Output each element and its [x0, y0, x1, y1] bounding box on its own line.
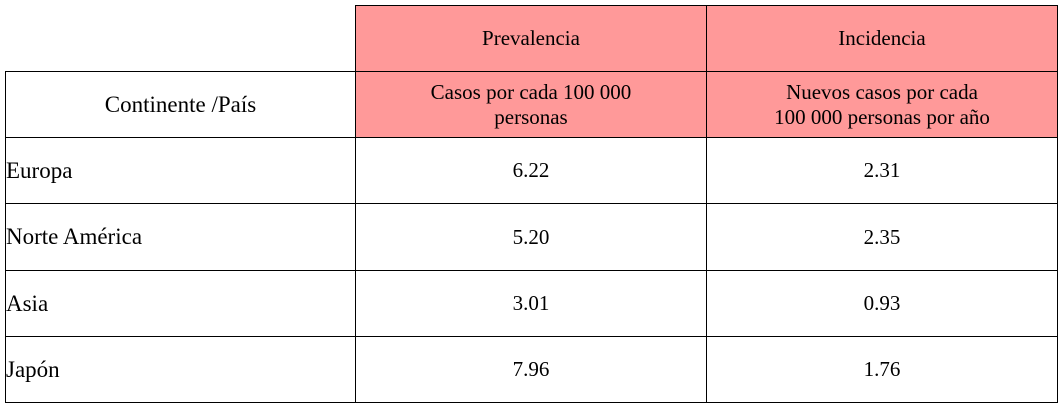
blank-corner-cell: [5, 5, 356, 72]
prevalence-incidence-table: Prevalencia Incidencia Continente /País …: [5, 5, 1058, 403]
incidencia-value: 0.93: [706, 270, 1058, 337]
column-header-prevalencia: Prevalencia: [355, 5, 707, 72]
unit-incidencia-line1: Nuevos casos por cada: [786, 79, 978, 104]
incidencia-value: 1.76: [706, 336, 1058, 403]
table-row: Japón 7.96 1.76: [5, 336, 1058, 403]
prevalencia-value: 6.22: [355, 137, 707, 204]
region-cell: Norte América: [5, 203, 356, 271]
region-cell: Asia: [5, 270, 356, 337]
incidencia-value: 2.35: [706, 203, 1058, 271]
prevalencia-value: 5.20: [355, 203, 707, 271]
unit-incidencia: Nuevos casos por cada 100 000 personas p…: [706, 71, 1058, 138]
region-column-header: Continente /País: [5, 71, 356, 138]
unit-row: Continente /País Casos por cada 100 000 …: [5, 71, 1058, 138]
region-cell: Europa: [5, 137, 356, 204]
unit-prevalencia: Casos por cada 100 000 personas: [355, 71, 707, 138]
prevalencia-value: 3.01: [355, 270, 707, 337]
region-cell: Japón: [5, 336, 356, 403]
header-row: Prevalencia Incidencia: [5, 5, 1058, 72]
table-row: Europa 6.22 2.31: [5, 137, 1058, 204]
table-row: Norte América 5.20 2.35: [5, 203, 1058, 271]
table-row: Asia 3.01 0.93: [5, 270, 1058, 337]
unit-prevalencia-line1: Casos por cada 100 000: [430, 79, 632, 104]
unit-incidencia-line2: 100 000 personas por año: [774, 104, 990, 129]
incidencia-value: 2.31: [706, 137, 1058, 204]
unit-prevalencia-line2: personas: [494, 104, 568, 129]
prevalencia-value: 7.96: [355, 336, 707, 403]
column-header-incidencia: Incidencia: [706, 5, 1058, 72]
